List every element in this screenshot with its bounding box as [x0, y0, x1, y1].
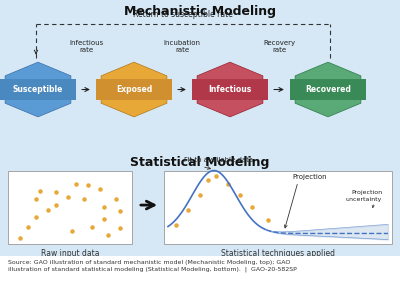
Text: Return to susceptible rate: Return to susceptible rate: [133, 10, 233, 19]
Point: [45, 208, 51, 213]
Point: [117, 226, 123, 231]
Point: [101, 205, 107, 209]
Point: [53, 203, 59, 208]
Point: [37, 188, 43, 193]
Polygon shape: [101, 62, 167, 117]
FancyBboxPatch shape: [0, 0, 400, 154]
Point: [185, 208, 191, 213]
Point: [237, 193, 243, 197]
Point: [97, 186, 103, 191]
Point: [113, 197, 119, 201]
Text: Recovered: Recovered: [305, 85, 351, 94]
Point: [173, 223, 179, 228]
Point: [53, 190, 59, 194]
Point: [85, 182, 91, 187]
Point: [33, 215, 39, 220]
Point: [65, 195, 71, 199]
FancyBboxPatch shape: [0, 154, 400, 256]
Point: [69, 229, 75, 234]
Point: [25, 225, 31, 230]
Point: [105, 233, 111, 238]
Point: [73, 181, 79, 186]
Text: Incubation
rate: Incubation rate: [164, 40, 200, 53]
Point: [249, 205, 255, 209]
FancyBboxPatch shape: [164, 171, 392, 244]
Point: [17, 235, 23, 240]
Text: Fit to available data: Fit to available data: [184, 157, 253, 163]
Point: [213, 173, 219, 178]
Polygon shape: [197, 62, 263, 117]
Point: [225, 181, 231, 186]
Text: Exposed: Exposed: [116, 85, 152, 94]
Text: Infectious: Infectious: [208, 85, 252, 94]
Text: Source: GAO illustration of standard mechanistic model (Mechanistic Modeling, to: Source: GAO illustration of standard mec…: [8, 260, 297, 272]
Point: [81, 197, 87, 201]
Polygon shape: [96, 79, 172, 100]
Point: [89, 225, 95, 230]
Text: Mechanistic Modeling: Mechanistic Modeling: [124, 5, 276, 18]
Text: Raw input data: Raw input data: [41, 249, 99, 258]
Point: [265, 218, 271, 223]
Point: [101, 217, 107, 222]
Polygon shape: [192, 79, 268, 100]
FancyBboxPatch shape: [8, 171, 132, 244]
Text: Projection
uncertainty: Projection uncertainty: [346, 190, 382, 201]
Point: [197, 193, 203, 197]
Polygon shape: [5, 62, 71, 117]
Point: [205, 177, 211, 182]
Polygon shape: [0, 79, 76, 100]
Point: [117, 209, 123, 213]
FancyBboxPatch shape: [0, 256, 400, 294]
Text: Statistical Modeling: Statistical Modeling: [130, 156, 270, 169]
Text: Susceptible: Susceptible: [13, 85, 63, 94]
Text: Statistical techniques applied: Statistical techniques applied: [221, 249, 335, 258]
Text: Infectious
rate: Infectious rate: [69, 40, 103, 53]
Point: [33, 197, 39, 201]
Text: Recovery
rate: Recovery rate: [263, 40, 295, 53]
Polygon shape: [290, 79, 366, 100]
Polygon shape: [295, 62, 361, 117]
Text: Projection: Projection: [292, 174, 327, 180]
